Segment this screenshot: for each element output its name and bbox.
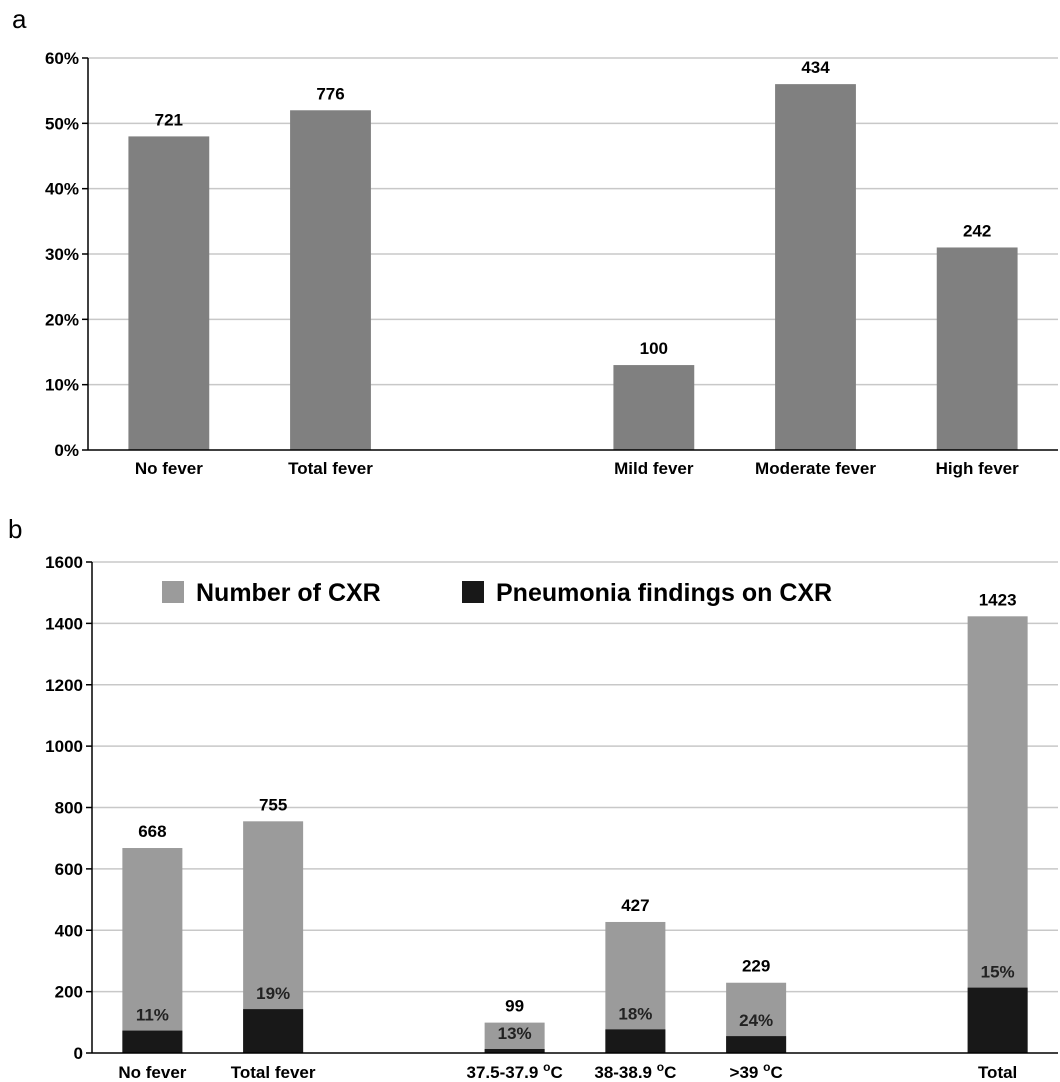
x-category-label: Total fever xyxy=(288,459,373,478)
bar-total-label: 755 xyxy=(259,795,287,814)
y-tick-label: 60% xyxy=(45,49,79,68)
bar-pneumonia xyxy=(605,1029,666,1053)
y-tick-label: 600 xyxy=(55,860,83,879)
panel-label-b: b xyxy=(8,514,22,544)
bar-pneumonia xyxy=(726,1036,787,1053)
bar-total-cxr xyxy=(122,848,183,1053)
x-category-label: No fever xyxy=(118,1063,186,1082)
y-tick-label: 10% xyxy=(45,376,79,395)
bar-percent-label: 19% xyxy=(256,984,290,1003)
bar-percent-label: 15% xyxy=(981,963,1015,982)
chart-panel-b: 0 200 400 600 800 1000 1200 1400 1600 No fever 668… xyxy=(45,553,1058,1082)
x-category-label: Total xyxy=(978,1063,1017,1082)
bar-total-cxr xyxy=(484,1022,545,1053)
bar-pneumonia xyxy=(967,987,1028,1053)
bar-percent-label: 13% xyxy=(498,1024,532,1043)
bar-total-label: 99 xyxy=(505,997,524,1016)
y-tick-label: 30% xyxy=(45,245,79,264)
legend-label-total: Number of CXR xyxy=(196,579,381,607)
y-tick-label: 200 xyxy=(55,983,83,1002)
x-category-label: >39 oC xyxy=(730,1060,783,1082)
bar xyxy=(613,365,695,450)
bar-total-label: 1423 xyxy=(979,590,1017,609)
bar-pneumonia xyxy=(243,1009,304,1053)
y-tick-label: 1200 xyxy=(45,676,83,695)
y-tick-label: 0 xyxy=(74,1044,83,1063)
bar xyxy=(936,247,1018,450)
bar-total-label: 229 xyxy=(742,957,770,976)
y-tick-label: 1600 xyxy=(45,553,83,572)
bar xyxy=(128,136,210,450)
legend: Number of CXR Pneumonia findings on CXR xyxy=(162,579,832,607)
x-category-label: High fever xyxy=(936,459,1020,478)
bar xyxy=(775,84,856,450)
bar-pneumonia xyxy=(484,1049,545,1053)
y-tick-label: 800 xyxy=(55,799,83,818)
bar-total-label: 427 xyxy=(621,896,649,915)
unit-text: C xyxy=(550,1063,562,1082)
legend-swatch-pneumonia xyxy=(462,581,484,603)
degree-superscript: o xyxy=(657,1060,664,1074)
panel-label-a: a xyxy=(12,4,27,34)
bar-percent-label: 18% xyxy=(618,1004,652,1023)
bar-value-label: 721 xyxy=(155,110,183,129)
bar-value-label: 434 xyxy=(801,58,830,77)
x-category-label: 37.5-37.9 oC xyxy=(467,1060,563,1082)
unit-text: C xyxy=(664,1063,676,1082)
x-category-label: Total fever xyxy=(231,1063,316,1082)
bar-total-cxr xyxy=(967,616,1028,1053)
degree-superscript: o xyxy=(763,1060,770,1074)
legend-swatch-total xyxy=(162,581,184,603)
x-category-label: No fever xyxy=(135,459,203,478)
legend-label-pneumonia: Pneumonia findings on CXR xyxy=(496,579,832,607)
bar-percent-label: 24% xyxy=(739,1011,773,1030)
y-tick-label: 1400 xyxy=(45,614,83,633)
y-tick-label: 0% xyxy=(54,441,79,460)
bar-pneumonia xyxy=(122,1030,183,1053)
y-tick-label: 20% xyxy=(45,310,79,329)
y-tick-label: 1000 xyxy=(45,737,83,756)
y-tick-label: 400 xyxy=(55,921,83,940)
unit-text: C xyxy=(770,1063,782,1082)
bar-total-label: 668 xyxy=(138,822,166,841)
x-category-label: Moderate fever xyxy=(755,459,876,478)
y-tick-label: 40% xyxy=(45,180,79,199)
bar-value-label: 100 xyxy=(640,339,668,358)
degree-superscript: o xyxy=(543,1060,550,1074)
bar-value-label: 242 xyxy=(963,221,991,240)
bar-value-label: 776 xyxy=(316,84,344,103)
chart-panel-a: 0% 10% 20% 30% 40% 50% 60% No fever 721 Total fev… xyxy=(45,49,1058,478)
x-category-label: 38-38.9 oC xyxy=(594,1060,676,1082)
y-tick-label: 50% xyxy=(45,114,79,133)
bar xyxy=(290,110,371,451)
x-category-label: Mild fever xyxy=(614,459,694,478)
bar-percent-label: 11% xyxy=(136,1006,169,1025)
